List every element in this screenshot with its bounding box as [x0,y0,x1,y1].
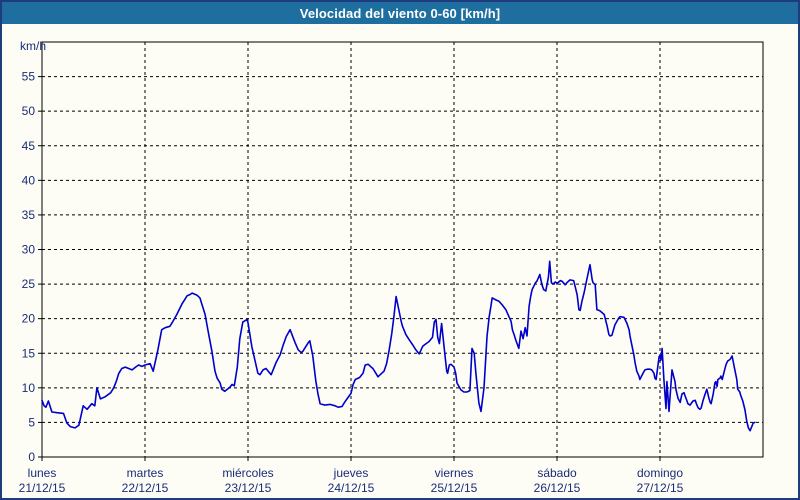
y-axis-unit-label: km/h [20,39,46,53]
y-tick-label: 20 [22,312,36,326]
y-tick-label: 5 [28,415,35,429]
wind-speed-line [41,260,756,432]
x-day-label: sábado [537,466,577,480]
y-tick-label: 40 [22,173,36,187]
chart-title-bar: Velocidad del viento 0-60 [km/h] [2,2,798,24]
x-date-label: 27/12/15 [637,481,684,495]
x-day-label: miércoles [222,466,273,480]
x-date-label: 23/12/15 [225,481,272,495]
x-date-label: 26/12/15 [534,481,581,495]
y-tick-label: 55 [22,70,36,84]
y-tick-label: 0 [28,450,35,464]
y-tick-label: 30 [22,243,36,257]
chart-title: Velocidad del viento 0-60 [km/h] [299,5,501,21]
y-tick-label: 45 [22,139,36,153]
y-tick-label: 35 [22,208,36,222]
y-tick-label: 50 [22,104,36,118]
x-date-label: 25/12/15 [431,481,478,495]
y-tick-label: 25 [22,277,36,291]
y-tick-label: 15 [22,346,36,360]
x-day-label: viernes [435,466,474,480]
x-day-label: martes [127,466,164,480]
chart-area: 0 5 10 15 20 25 30 35 40 45 50 55 lunes 21/12/15 marte… [2,24,798,498]
plot-border [41,41,764,458]
x-day-label: domingo [637,466,683,480]
x-day-label: jueves [333,466,369,480]
x-date-label: 21/12/15 [19,481,66,495]
x-date-label: 24/12/15 [328,481,375,495]
y-tick-label: 10 [22,381,36,395]
x-date-label: 22/12/15 [122,481,169,495]
x-day-label: lunes [28,466,57,480]
